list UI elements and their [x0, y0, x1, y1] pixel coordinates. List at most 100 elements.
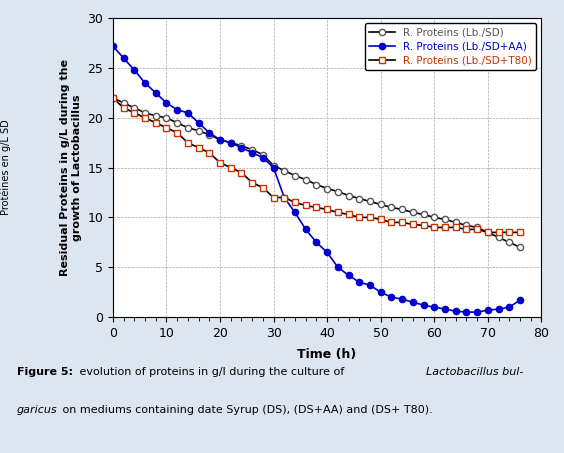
R. Proteins (Lb./SD) — [195, 128, 202, 134]
R. Proteins (Lb./SD+AA) — [324, 250, 331, 255]
R. Proteins (Lb./SD+T80) — [377, 217, 384, 222]
R. Proteins (Lb./SD) — [442, 217, 448, 222]
R. Proteins (Lb./SD+AA) — [367, 283, 373, 288]
R. Proteins (Lb./SD+AA) — [495, 306, 502, 312]
R. Proteins (Lb./SD+AA) — [120, 55, 127, 61]
R. Proteins (Lb./SD+T80) — [431, 225, 438, 230]
R. Proteins (Lb./SD) — [270, 163, 277, 169]
R. Proteins (Lb./SD) — [495, 235, 502, 240]
R. Proteins (Lb./SD) — [506, 240, 513, 245]
R. Proteins (Lb./SD+AA) — [409, 299, 416, 305]
R. Proteins (Lb./SD) — [367, 199, 373, 204]
R. Proteins (Lb./SD+AA) — [238, 145, 245, 150]
R. Proteins (Lb./SD+T80) — [249, 180, 255, 185]
Text: evolution of proteins in g/l during the culture of: evolution of proteins in g/l during the … — [76, 367, 348, 377]
R. Proteins (Lb./SD+T80) — [120, 105, 127, 111]
Text: Protéines en g/L SD: Protéines en g/L SD — [1, 120, 11, 216]
R. Proteins (Lb./SD+AA) — [206, 130, 213, 135]
R. Proteins (Lb./SD+T80) — [259, 185, 266, 190]
R. Proteins (Lb./SD+T80) — [195, 145, 202, 150]
R. Proteins (Lb./SD) — [420, 212, 427, 217]
R. Proteins (Lb./SD+AA) — [452, 308, 459, 314]
R. Proteins (Lb./SD+AA) — [377, 289, 384, 295]
R. Proteins (Lb./SD) — [334, 189, 341, 194]
R. Proteins (Lb./SD) — [463, 223, 470, 228]
R. Proteins (Lb./SD+AA) — [302, 226, 309, 232]
R. Proteins (Lb./SD+AA) — [420, 303, 427, 308]
R. Proteins (Lb./SD+T80) — [420, 223, 427, 228]
R. Proteins (Lb./SD+T80) — [163, 125, 170, 130]
R. Proteins (Lb./SD+T80) — [484, 230, 491, 235]
Text: on mediums containing date Syrup (DS), (DS+AA) and (DS+ T80).: on mediums containing date Syrup (DS), (… — [59, 405, 433, 415]
R. Proteins (Lb./SD+AA) — [174, 107, 180, 112]
Text: Figure 5:: Figure 5: — [17, 367, 73, 377]
R. Proteins (Lb./SD+T80) — [463, 226, 470, 232]
R. Proteins (Lb./SD+T80) — [152, 120, 159, 125]
R. Proteins (Lb./SD+AA) — [131, 67, 138, 72]
Text: garicus: garicus — [17, 405, 58, 415]
R. Proteins (Lb./SD+AA) — [142, 80, 148, 86]
R. Proteins (Lb./SD+AA) — [313, 240, 320, 245]
R. Proteins (Lb./SD+T80) — [334, 210, 341, 215]
R. Proteins (Lb./SD) — [131, 105, 138, 111]
R. Proteins (Lb./SD+T80) — [356, 215, 363, 220]
R. Proteins (Lb./SD+T80) — [388, 220, 395, 225]
R. Proteins (Lb./SD+AA) — [506, 304, 513, 310]
R. Proteins (Lb./SD+AA) — [334, 265, 341, 270]
R. Proteins (Lb./SD+AA) — [463, 309, 470, 315]
R. Proteins (Lb./SD) — [409, 210, 416, 215]
R. Proteins (Lb./SD+AA) — [259, 155, 266, 160]
R. Proteins (Lb./SD) — [302, 177, 309, 182]
R. Proteins (Lb./SD+AA) — [152, 90, 159, 96]
R. Proteins (Lb./SD+T80) — [495, 230, 502, 235]
R. Proteins (Lb./SD) — [313, 182, 320, 187]
R. Proteins (Lb./SD) — [206, 132, 213, 137]
R. Proteins (Lb./SD) — [120, 100, 127, 106]
R. Proteins (Lb./SD+T80) — [409, 222, 416, 227]
R. Proteins (Lb./SD) — [109, 95, 116, 101]
R. Proteins (Lb./SD) — [227, 140, 234, 145]
R. Proteins (Lb./SD+T80) — [367, 215, 373, 220]
R. Proteins (Lb./SD+AA) — [227, 140, 234, 145]
R. Proteins (Lb./SD+AA) — [399, 296, 406, 302]
R. Proteins (Lb./SD) — [142, 110, 148, 116]
R. Proteins (Lb./SD+AA) — [484, 308, 491, 313]
R. Proteins (Lb./SD) — [249, 147, 255, 152]
R. Proteins (Lb./SD+T80) — [227, 165, 234, 170]
R. Proteins (Lb./SD+T80) — [399, 220, 406, 225]
R. Proteins (Lb./SD) — [163, 115, 170, 120]
R. Proteins (Lb./SD) — [356, 196, 363, 201]
R. Proteins (Lb./SD+T80) — [142, 115, 148, 120]
R. Proteins (Lb./SD) — [152, 113, 159, 119]
R. Proteins (Lb./SD+T80) — [184, 140, 191, 145]
R. Proteins (Lb./SD+T80) — [238, 170, 245, 175]
R. Proteins (Lb./SD) — [345, 193, 352, 198]
R. Proteins (Lb./SD+AA) — [109, 43, 116, 49]
R. Proteins (Lb./SD+AA) — [474, 309, 481, 315]
R. Proteins (Lb./SD+T80) — [324, 207, 331, 212]
Y-axis label: Residual Proteins in g/L during the
growth of Lactobacillus: Residual Proteins in g/L during the grow… — [60, 59, 82, 276]
R. Proteins (Lb./SD) — [184, 125, 191, 130]
R. Proteins (Lb./SD+AA) — [345, 273, 352, 278]
R. Proteins (Lb./SD) — [324, 186, 331, 191]
Line: R. Proteins (Lb./SD+T80): R. Proteins (Lb./SD+T80) — [109, 95, 523, 236]
R. Proteins (Lb./SD+T80) — [270, 195, 277, 200]
R. Proteins (Lb./SD+T80) — [302, 203, 309, 208]
R. Proteins (Lb./SD) — [431, 215, 438, 220]
Text: Lactobacillus bul-: Lactobacillus bul- — [426, 367, 524, 377]
R. Proteins (Lb./SD+T80) — [345, 212, 352, 217]
R. Proteins (Lb./SD+T80) — [174, 130, 180, 135]
R. Proteins (Lb./SD+AA) — [281, 195, 288, 200]
R. Proteins (Lb./SD+T80) — [131, 110, 138, 116]
R. Proteins (Lb./SD+AA) — [163, 100, 170, 106]
R. Proteins (Lb./SD) — [474, 225, 481, 230]
R. Proteins (Lb./SD) — [399, 207, 406, 212]
R. Proteins (Lb./SD+AA) — [517, 298, 523, 303]
R. Proteins (Lb./SD) — [484, 230, 491, 235]
R. Proteins (Lb./SD+T80) — [452, 225, 459, 230]
R. Proteins (Lb./SD+T80) — [109, 95, 116, 101]
R. Proteins (Lb./SD+AA) — [184, 110, 191, 116]
R. Proteins (Lb./SD+AA) — [195, 120, 202, 125]
R. Proteins (Lb./SD) — [517, 245, 523, 250]
R. Proteins (Lb./SD) — [217, 137, 223, 142]
